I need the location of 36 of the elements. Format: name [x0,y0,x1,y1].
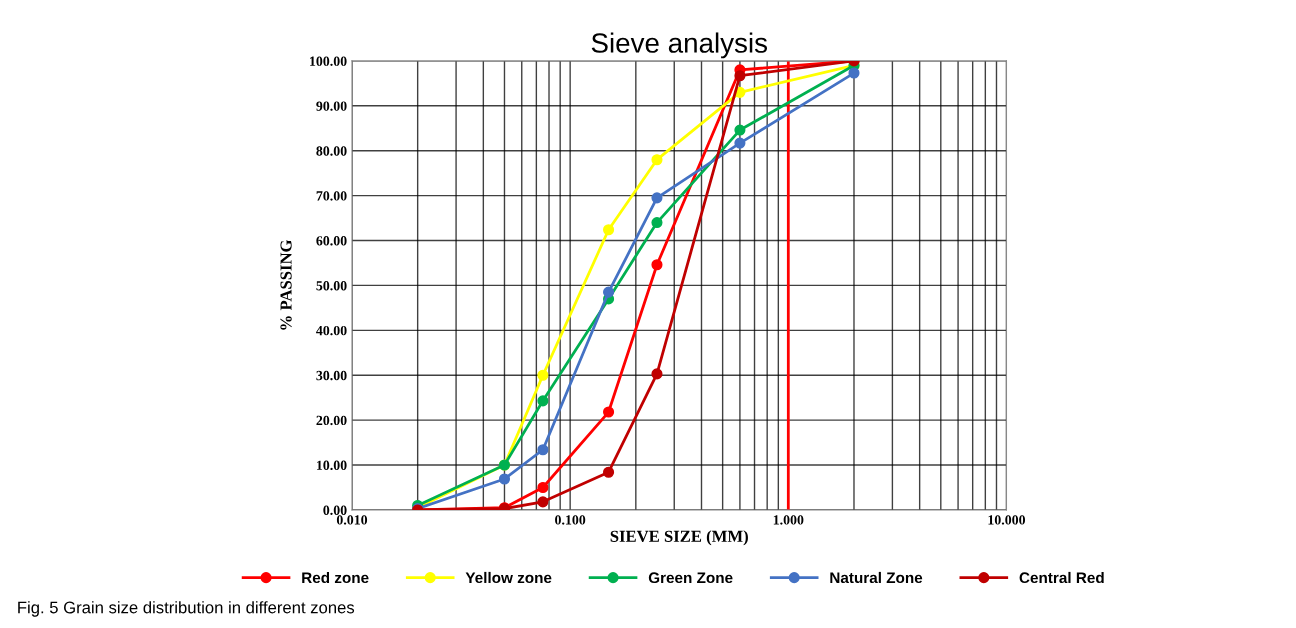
y-tick-label: 80.00 [316,146,347,156]
y-tick-label: 50.00 [316,281,347,291]
y-tick-label: 100.00 [310,56,347,66]
point [537,444,549,456]
point [537,496,549,508]
point [537,369,549,381]
point [734,137,746,149]
x-axis-title: SIEVE SIZE (MM) [610,530,748,546]
point [603,406,615,418]
y-tick-label: 70.00 [316,191,347,201]
x-tick-label: 1.000 [773,515,804,525]
y-tick-label: 90.00 [316,101,347,111]
point [603,224,615,236]
y-tick-label: 10.00 [317,460,347,471]
y-tick-label: 20.00 [316,415,347,426]
point [734,70,746,82]
legend-label: Central Red [1019,571,1104,584]
point [537,395,549,407]
y-tick-label: 30.00 [316,370,347,381]
point [734,124,746,136]
x-tick-label: 0.100 [555,515,586,525]
legend-label: Green Zone [648,572,733,584]
point [537,481,549,494]
legend-label: Yellow zone [465,571,552,584]
y-tick-label: 40.00 [316,325,347,336]
y-axis-title: % PASSING [280,239,292,330]
x-tick-label: 0.010 [336,515,368,525]
point [603,286,615,298]
legend-label: Red zone [302,571,369,584]
legend-label: Natural Zone [830,571,923,584]
point [603,466,615,478]
y-tick-label: 60.00 [316,236,347,246]
caption: Fig. 5 Grain size distribution in different zones [18,601,355,617]
y-tick-label: 0.00 [323,505,347,515]
chart-title: Sieve analysis [591,32,768,59]
x-tick-label: 10.000 [988,515,1026,525]
